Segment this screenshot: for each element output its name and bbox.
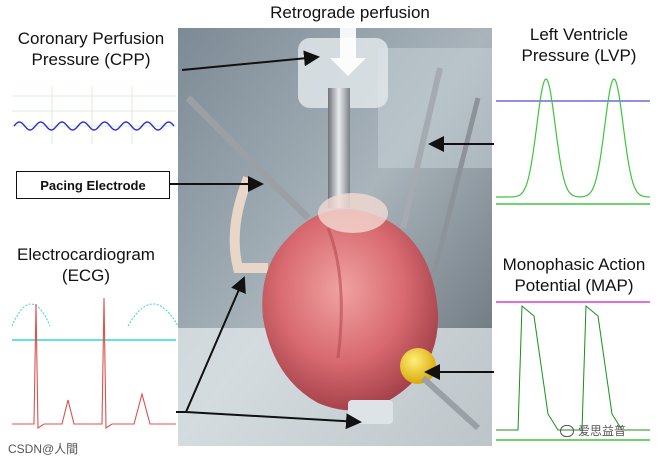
ecg-trace-chart [11,297,178,430]
cpp-trace [13,121,175,131]
wechat-icon [560,424,574,437]
retrograde-perfusion-label: Retrograde perfusion [270,3,430,22]
lvp-trace [496,78,650,198]
cpp-trace-panel [12,86,176,144]
heart-photo [178,28,492,446]
map-label: Monophasic Action Potential (MAP) [484,254,664,296]
cpp-trace-chart [12,86,176,144]
map-label-line2: Potential (MAP) [514,276,634,295]
ecg-trace-panel [10,296,178,438]
cpp-grid [12,86,176,144]
heart-photo-drawing [178,28,492,446]
lvp-label: Left Ventricle Pressure (LVP) [494,24,664,66]
lvp-trace-panel [496,72,650,212]
map-trace [496,304,650,431]
ecg-label-line1: Electrocardiogram [17,245,155,264]
ecg-cyan-trace [11,303,178,327]
lvp-trace-chart [496,78,650,205]
ecg-trace [12,297,176,430]
pacing-electrode-label: Pacing Electrode [16,171,170,199]
watermark-right-text: 爱思益普 [578,424,627,438]
map-label-line1: Monophasic Action [502,255,646,274]
watermark-left: CSDN@人間 [8,442,79,456]
lvp-label-line2: Pressure (LVP) [521,46,637,65]
ecg-label: Electrocardiogram (ECG) [0,244,172,286]
lvp-label-line1: Left Ventricle [529,25,629,44]
cpp-label-line2: Pressure (CPP) [31,50,151,69]
cpp-label: Coronary Perfusion Pressure (CPP) [0,28,182,70]
watermark-right: 爱思益普 [560,422,626,439]
cpp-label-line1: Coronary Perfusion [17,29,165,48]
ecg-label-line2: (ECG) [61,266,111,285]
